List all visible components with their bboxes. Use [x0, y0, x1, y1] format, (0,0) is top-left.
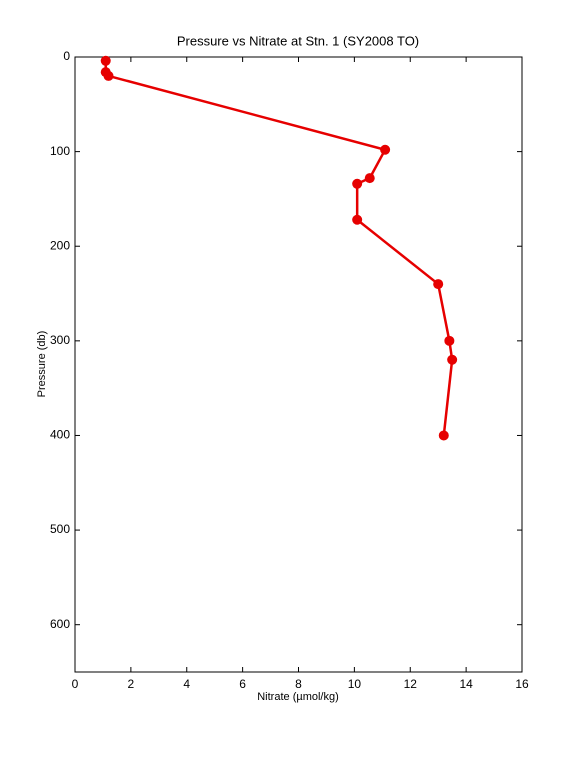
x-tick-label: 4 [183, 677, 190, 691]
x-tick-label: 10 [348, 677, 362, 691]
x-tick-label: 6 [239, 677, 246, 691]
data-point [433, 279, 444, 290]
data-point [103, 70, 114, 81]
x-tick-label: 12 [404, 677, 418, 691]
y-tick-label: 300 [50, 333, 70, 347]
y-tick-label: 600 [50, 617, 70, 631]
data-point [100, 55, 111, 66]
data-point [352, 178, 363, 189]
x-tick-label: 14 [459, 677, 473, 691]
data-point [364, 173, 375, 184]
x-tick-label: 8 [295, 677, 302, 691]
data-point [438, 430, 449, 441]
data-point [444, 335, 455, 346]
data-point [352, 214, 363, 225]
y-tick-label: 400 [50, 428, 70, 442]
chart-title: Pressure vs Nitrate at Stn. 1 (SY2008 TO… [177, 33, 419, 48]
y-tick-label: 0 [63, 49, 70, 63]
x-tick-label: 0 [72, 677, 79, 691]
y-tick-label: 200 [50, 238, 70, 252]
x-tick-label: 2 [128, 677, 135, 691]
y-tick-label: 100 [50, 144, 70, 158]
x-tick-label: 16 [515, 677, 529, 691]
x-axis-label: Nitrate (µmol/kg) [257, 691, 339, 703]
y-tick-label: 500 [50, 522, 70, 536]
data-point [447, 354, 458, 365]
data-point [380, 144, 391, 155]
y-axis-label: Pressure (db) [36, 331, 48, 398]
